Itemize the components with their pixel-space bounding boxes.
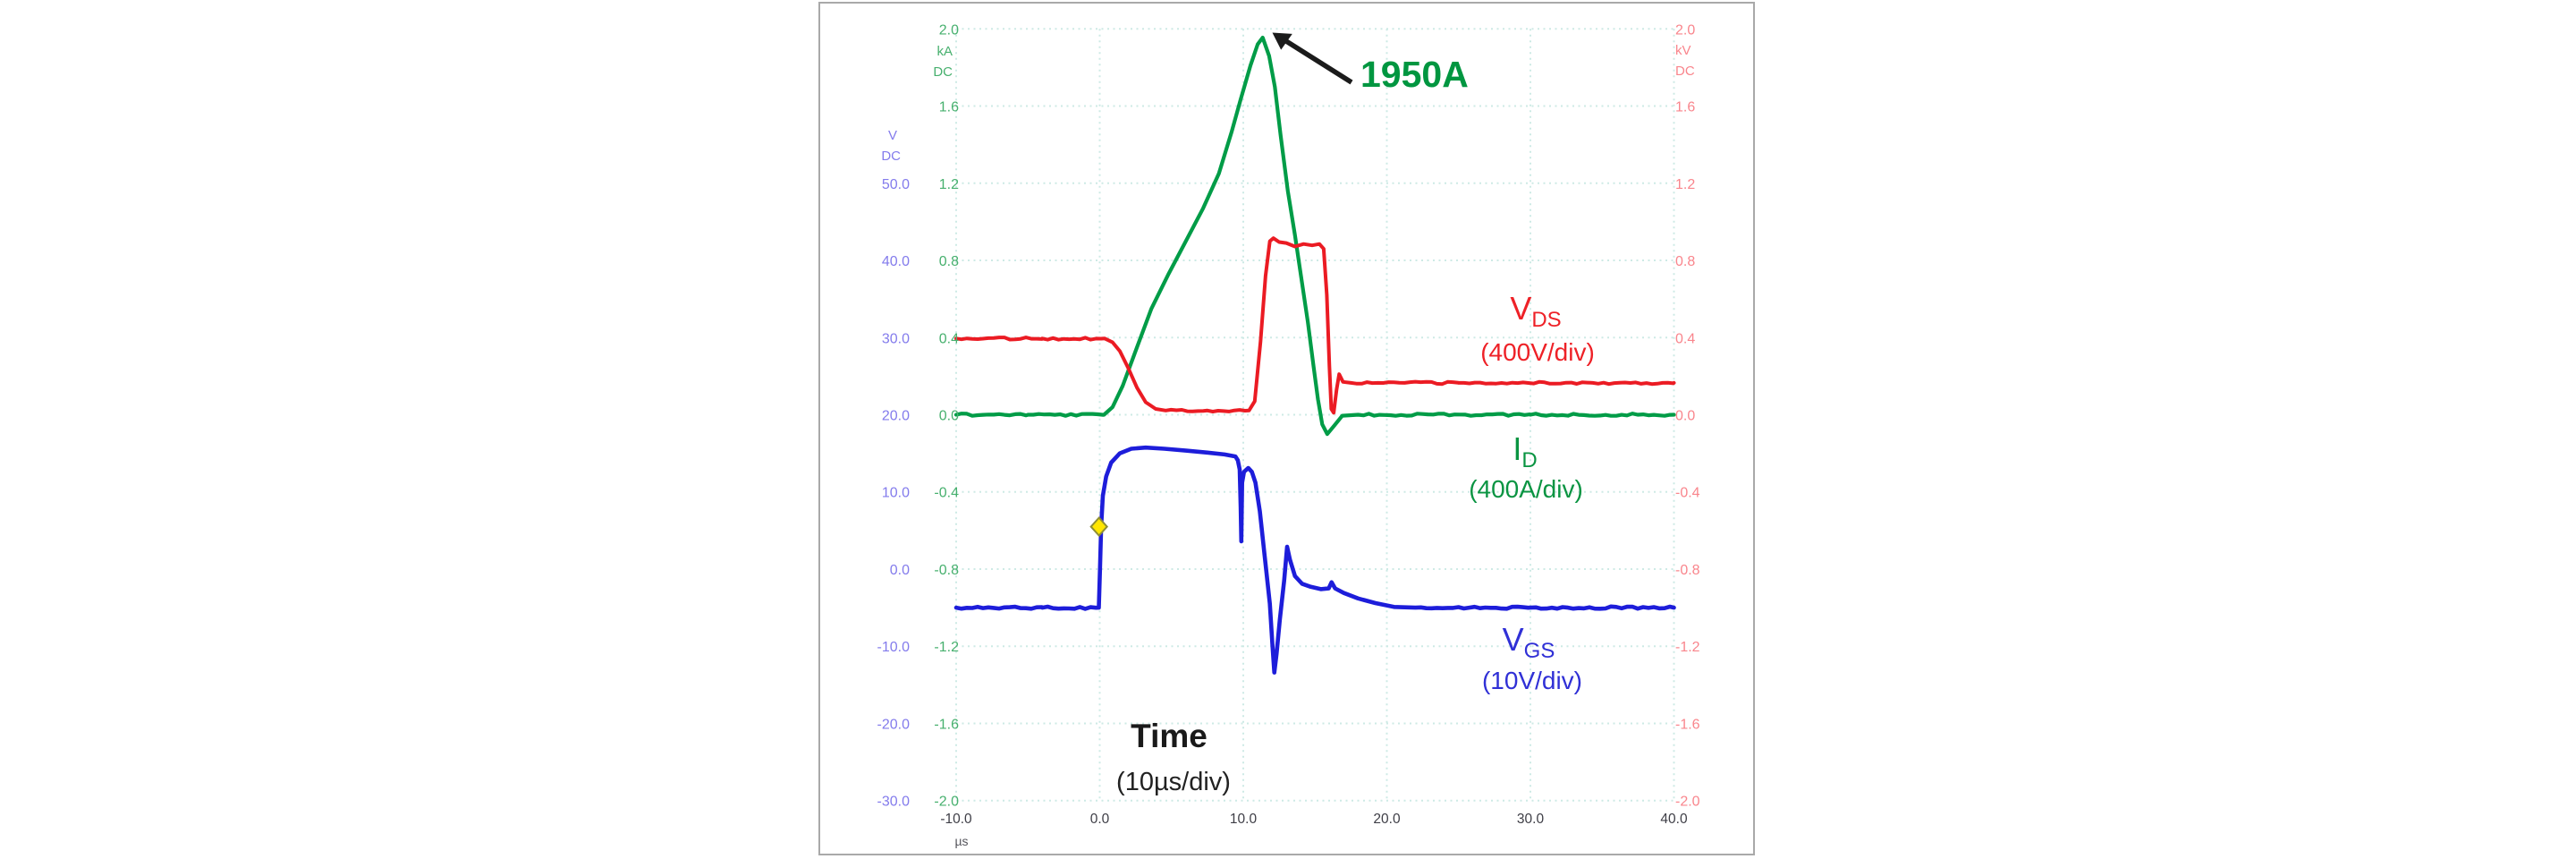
right-voltage-axis-coupling: DC [1675, 64, 1695, 79]
scope-chart-panel: 2.0 1.6 1.2 0.8 0.4 0.0 -0.4 -0.8 -1.2 -1.6 -2.0 50… [818, 2, 1755, 855]
tick-label-gate: -30.0 [877, 795, 911, 810]
tick-label-current: 0.0 [939, 409, 959, 424]
trigger-marker [1089, 516, 1109, 538]
tick-label-voltage: -2.0 [1675, 795, 1700, 810]
time-axis-title: Time [1131, 718, 1208, 754]
left-current-axis-unit: kA [936, 44, 953, 59]
tick-label-voltage: -1.6 [1675, 717, 1700, 732]
tick-label-voltage: 2.0 [1675, 22, 1695, 38]
tick-label-gate: 50.0 [882, 177, 910, 192]
tick-label-gate: -10.0 [877, 640, 911, 655]
tick-label-time: 30.0 [1517, 812, 1545, 827]
tick-label-voltage: -0.8 [1675, 563, 1700, 578]
tick-label-current: -0.8 [934, 563, 959, 578]
legend-vgs: VGS [1503, 621, 1555, 663]
legend-vgs-main: V [1503, 621, 1524, 658]
tick-label-voltage: 1.6 [1675, 100, 1695, 115]
tick-label-gate: 10.0 [882, 486, 910, 501]
legend-vds: VDS [1510, 290, 1561, 332]
tick-label-voltage: 0.8 [1675, 254, 1695, 269]
tick-label-gate: 40.0 [882, 254, 910, 269]
tick-label-time: 0.0 [1090, 812, 1110, 827]
curve-vgs [953, 445, 1676, 675]
x-axis-unit: µs [954, 834, 968, 848]
tick-label-voltage: 0.0 [1675, 409, 1695, 424]
legend-id-main: I [1513, 430, 1521, 467]
time-axis-scale: (10µs/div) [1116, 768, 1231, 796]
legend-vds-scale: (400V/div) [1480, 338, 1595, 366]
tick-label-current: 1.2 [939, 177, 959, 192]
legend-vds-sub: DS [1531, 308, 1561, 332]
tick-label-voltage: -0.4 [1675, 486, 1700, 501]
legend-vds-main: V [1510, 290, 1531, 327]
waveform-chart: 2.0 1.6 1.2 0.8 0.4 0.0 -0.4 -0.8 -1.2 -1.6 -2.0 50… [877, 22, 1700, 848]
legend-id-sub: D [1521, 448, 1537, 472]
left-current-axis-coupling: DC [933, 64, 953, 80]
tick-label-gate: 30.0 [882, 331, 910, 346]
tick-label-voltage: 0.4 [1675, 331, 1695, 346]
peak-arrow [1272, 32, 1353, 85]
tick-label-current: 0.8 [939, 254, 959, 269]
tick-label-current: 1.6 [939, 100, 959, 115]
curve-vds [954, 236, 1676, 415]
left-gate-axis-unit: V [888, 128, 897, 143]
legend-vgs-sub: GS [1524, 639, 1555, 663]
waveform-curves [953, 35, 1676, 675]
tick-label-time: -10.0 [940, 812, 972, 827]
tick-label-current: -1.6 [934, 717, 959, 732]
tick-label-gate: 0.0 [890, 563, 910, 578]
tick-label-current: 0.4 [939, 331, 959, 346]
right-voltage-axis-unit: kV [1675, 43, 1691, 58]
tick-label-voltage: -1.2 [1675, 640, 1700, 655]
legend-vgs-scale: (10V/div) [1482, 667, 1582, 694]
trigger-marker-diamond [1089, 516, 1109, 538]
tick-label-time: 20.0 [1373, 812, 1401, 827]
tick-label-current: -0.4 [934, 486, 959, 501]
tick-label-current: -1.2 [934, 640, 959, 655]
peak-current-annotation: 1950A [1360, 54, 1469, 95]
legend-id-scale: (400A/div) [1469, 475, 1583, 503]
tick-label-gate: -20.0 [877, 717, 911, 732]
tick-label-voltage: 1.2 [1675, 177, 1695, 192]
left-gate-axis-coupling: DC [881, 149, 901, 164]
tick-label-gate: 20.0 [882, 409, 910, 424]
tick-label-time: 10.0 [1230, 812, 1258, 827]
tick-label-current: 2.0 [939, 22, 959, 38]
tick-label-time: 40.0 [1660, 812, 1688, 827]
tick-label-current: -2.0 [934, 795, 959, 810]
axis-tick-labels: 2.0 1.6 1.2 0.8 0.4 0.0 -0.4 -0.8 -1.2 -1.6 -2.0 50… [877, 22, 1700, 827]
legend-id: ID [1513, 430, 1537, 472]
grid-lines [955, 28, 1675, 802]
curve-id [953, 35, 1676, 437]
